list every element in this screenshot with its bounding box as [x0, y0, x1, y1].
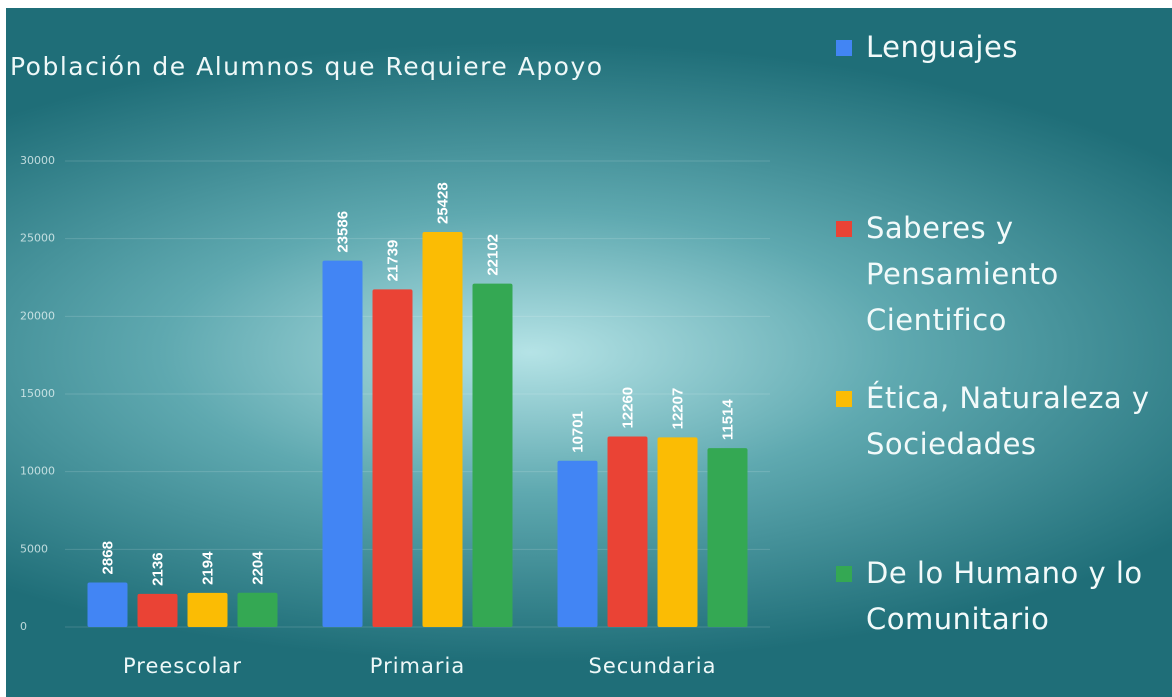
value-label: 2194	[199, 551, 216, 585]
value-label: 23586	[334, 211, 351, 253]
bar	[237, 592, 278, 627]
x-tick-label: Secundaria	[589, 654, 717, 678]
y-tick-label: 0	[20, 620, 27, 633]
legend-swatch	[836, 391, 852, 407]
value-label: 2136	[149, 552, 166, 585]
legend-label: Saberes y Pensamiento Cientifico	[866, 211, 1059, 337]
y-tick-label: 10000	[20, 465, 55, 478]
bar	[137, 593, 178, 627]
value-label: 2868	[99, 541, 116, 574]
legend-item: Ética, Naturaleza y Sociedades	[836, 375, 1168, 467]
y-tick-label: 20000	[20, 309, 55, 322]
legend-label: De lo Humano y lo Comunitario	[866, 556, 1143, 636]
value-label: 21739	[384, 240, 401, 282]
legend-label: Ética, Naturaleza y Sociedades	[866, 381, 1150, 461]
bar	[372, 289, 413, 627]
legend-swatch	[836, 40, 852, 56]
legend-item: Lenguajes	[836, 24, 1168, 70]
chart-title: Población de Alumnos que Requiere Apoyo	[10, 52, 604, 81]
bar	[557, 460, 598, 627]
legend-label: Lenguajes	[866, 30, 1018, 64]
bar	[87, 582, 128, 627]
value-label: 12207	[669, 388, 686, 430]
value-label: 25428	[434, 182, 451, 224]
y-tick-label: 15000	[20, 387, 55, 400]
bar	[322, 260, 363, 627]
value-label: 10701	[569, 411, 586, 453]
x-tick-label: Preescolar	[123, 654, 242, 678]
y-tick-label: 30000	[20, 154, 55, 167]
legend-swatch	[836, 221, 852, 237]
bar	[657, 437, 698, 627]
y-tick-label: 5000	[20, 542, 48, 555]
bar	[607, 436, 648, 627]
bar	[187, 592, 228, 627]
bar	[472, 283, 513, 627]
bar	[422, 232, 463, 627]
legend-swatch	[836, 566, 852, 582]
value-label: 11514	[719, 399, 736, 441]
legend-item: Saberes y Pensamiento Cientifico	[836, 205, 1168, 343]
legend-item: De lo Humano y lo Comunitario	[836, 550, 1168, 642]
value-label: 2204	[249, 551, 266, 585]
value-label: 22102	[484, 234, 501, 276]
value-label: 12260	[619, 387, 636, 429]
y-tick-label: 25000	[20, 232, 55, 245]
x-tick-label: Primaria	[370, 654, 465, 678]
bar	[707, 448, 748, 627]
